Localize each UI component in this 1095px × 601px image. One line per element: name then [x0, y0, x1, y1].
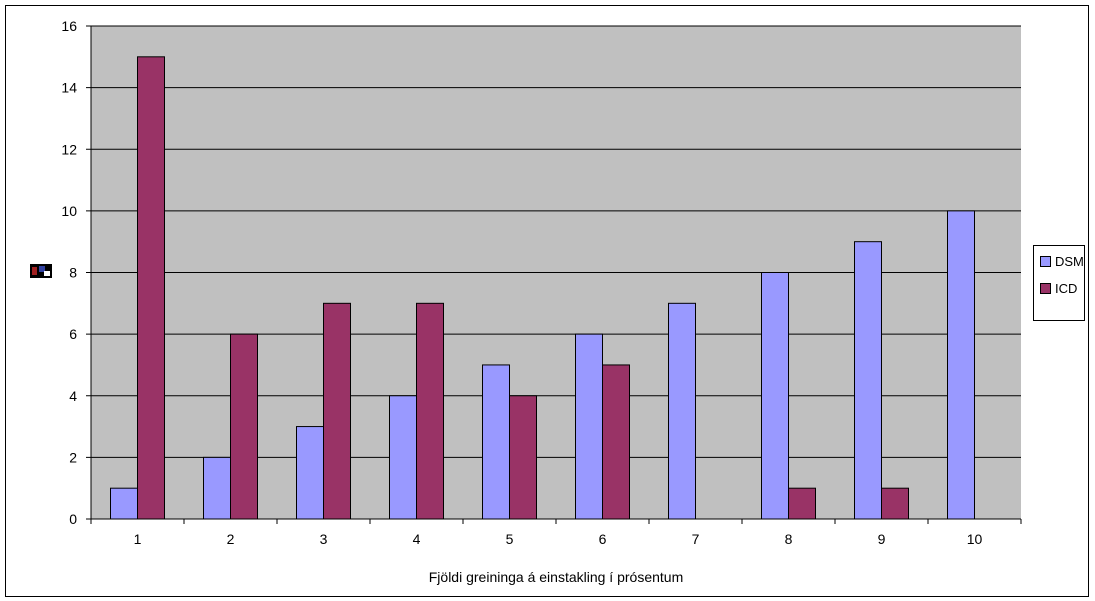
y-tick-label: 10	[61, 203, 77, 219]
legend: DSM ICD	[1033, 245, 1085, 321]
legend-item-dsm: DSM	[1040, 251, 1084, 271]
y-tick-labels: 0 2 4 6 8 10 12 14 16	[61, 18, 77, 527]
bar-dsm-7	[668, 302, 696, 520]
x-axis-title: Fjöldi greininga á einstakling í prósent…	[429, 569, 683, 585]
y-tick-label: 16	[61, 18, 77, 34]
y-tick-label: 4	[69, 388, 77, 404]
y-tick-label: 12	[61, 141, 77, 157]
bar-dsm-10	[947, 210, 975, 520]
x-tick-label: 3	[320, 531, 328, 547]
x-tick-label: 1	[134, 531, 142, 547]
legend-label-dsm: DSM	[1055, 253, 1084, 269]
legend-item-icd: ICD	[1040, 278, 1077, 298]
bar-dsm-1	[110, 487, 138, 520]
bar-icd-6	[602, 364, 630, 520]
bar-icd-4	[416, 302, 444, 520]
bar-dsm-3	[296, 426, 324, 520]
y-tick-label: 6	[69, 326, 77, 342]
x-tick-label: 6	[599, 531, 607, 547]
x-tick-label: 8	[785, 531, 793, 547]
y-tick-label: 2	[69, 449, 77, 465]
x-tick-label: 5	[506, 531, 514, 547]
x-tick-labels: 1 2 3 4 5 6 7 8 9 10	[134, 531, 983, 547]
legend-swatch-dsm	[1040, 255, 1051, 267]
x-tick-label: 4	[413, 531, 421, 547]
bar-icd-3	[323, 302, 351, 520]
x-tick-label: 10	[967, 531, 983, 547]
bar-dsm-8	[761, 272, 789, 520]
bar-dsm-9	[854, 241, 882, 520]
bars	[110, 56, 975, 520]
bar-icd-2	[230, 333, 258, 520]
bar-icd-5	[509, 395, 537, 520]
x-tick-label: 7	[692, 531, 700, 547]
y-axis-title-glyph	[30, 264, 52, 278]
x-tick-label: 2	[227, 531, 235, 547]
legend-label-icd: ICD	[1055, 280, 1078, 296]
x-tick-label: 9	[878, 531, 886, 547]
y-tick-label: 14	[61, 80, 77, 96]
bar-dsm-5	[482, 364, 510, 520]
bar-dsm-4	[389, 395, 417, 520]
legend-swatch-icd	[1040, 282, 1051, 294]
bar-icd-1	[137, 56, 165, 520]
bar-icd-8	[788, 487, 816, 520]
axes	[86, 25, 1022, 524]
bar-dsm-2	[203, 456, 231, 520]
bar-icd-9	[881, 487, 909, 520]
bar-dsm-6	[575, 333, 603, 520]
y-tick-label: 0	[69, 511, 77, 527]
y-tick-label: 8	[69, 265, 77, 281]
